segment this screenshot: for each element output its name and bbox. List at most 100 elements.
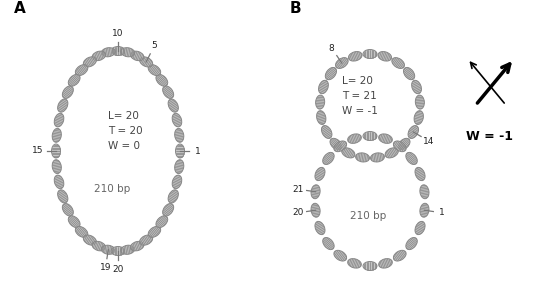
- Ellipse shape: [54, 175, 64, 189]
- Ellipse shape: [92, 241, 106, 251]
- Ellipse shape: [52, 160, 61, 174]
- Ellipse shape: [392, 57, 404, 68]
- Text: 1: 1: [439, 208, 445, 217]
- Ellipse shape: [101, 245, 115, 254]
- Ellipse shape: [420, 203, 429, 217]
- Ellipse shape: [348, 134, 361, 143]
- Ellipse shape: [363, 49, 377, 58]
- Text: L= 20
T = 21
W = -1: L= 20 T = 21 W = -1: [342, 76, 378, 116]
- Ellipse shape: [101, 48, 115, 57]
- Ellipse shape: [52, 129, 61, 142]
- Ellipse shape: [348, 51, 362, 61]
- Ellipse shape: [385, 148, 398, 158]
- Ellipse shape: [406, 237, 417, 250]
- Ellipse shape: [330, 138, 342, 150]
- Text: 20: 20: [292, 208, 303, 217]
- Ellipse shape: [363, 262, 377, 271]
- Ellipse shape: [414, 111, 424, 125]
- Text: 210 bp: 210 bp: [94, 184, 130, 194]
- Text: 21: 21: [292, 185, 303, 194]
- Ellipse shape: [316, 111, 326, 125]
- Ellipse shape: [370, 153, 384, 162]
- Ellipse shape: [168, 190, 178, 203]
- Ellipse shape: [393, 250, 406, 261]
- Ellipse shape: [406, 152, 417, 164]
- Ellipse shape: [323, 152, 334, 164]
- Ellipse shape: [356, 153, 370, 162]
- Text: 10: 10: [112, 29, 124, 38]
- Ellipse shape: [175, 160, 184, 174]
- Ellipse shape: [68, 74, 80, 86]
- Ellipse shape: [379, 259, 392, 268]
- Ellipse shape: [58, 99, 68, 112]
- Ellipse shape: [393, 141, 406, 152]
- Text: W = -1: W = -1: [466, 129, 514, 142]
- Ellipse shape: [156, 216, 168, 228]
- Ellipse shape: [175, 129, 184, 142]
- Ellipse shape: [172, 113, 182, 127]
- Ellipse shape: [63, 86, 73, 98]
- Text: 14: 14: [423, 136, 434, 145]
- Ellipse shape: [315, 221, 325, 235]
- Ellipse shape: [130, 51, 144, 61]
- Ellipse shape: [54, 113, 64, 127]
- Text: 1: 1: [195, 147, 201, 156]
- Ellipse shape: [311, 203, 320, 217]
- Ellipse shape: [363, 132, 377, 141]
- Ellipse shape: [163, 86, 174, 98]
- Ellipse shape: [121, 48, 135, 57]
- Ellipse shape: [416, 95, 424, 109]
- Ellipse shape: [92, 51, 106, 61]
- Ellipse shape: [321, 126, 332, 138]
- Ellipse shape: [415, 221, 425, 235]
- Ellipse shape: [415, 167, 425, 181]
- Ellipse shape: [311, 185, 320, 199]
- Ellipse shape: [335, 57, 348, 68]
- Ellipse shape: [334, 141, 347, 152]
- Ellipse shape: [148, 226, 161, 237]
- Ellipse shape: [156, 74, 168, 86]
- Ellipse shape: [130, 241, 144, 251]
- Ellipse shape: [168, 99, 178, 112]
- Ellipse shape: [172, 175, 182, 189]
- Ellipse shape: [319, 80, 328, 94]
- Ellipse shape: [315, 167, 325, 181]
- Ellipse shape: [176, 144, 184, 158]
- Text: B: B: [290, 1, 302, 16]
- Ellipse shape: [404, 67, 414, 80]
- Ellipse shape: [163, 203, 174, 216]
- Text: 210 bp: 210 bp: [350, 211, 386, 221]
- Ellipse shape: [75, 65, 88, 76]
- Ellipse shape: [326, 67, 336, 80]
- Ellipse shape: [84, 57, 96, 67]
- Ellipse shape: [111, 247, 125, 256]
- Text: A: A: [14, 1, 26, 16]
- Text: 15: 15: [32, 147, 44, 156]
- Ellipse shape: [111, 46, 125, 55]
- Ellipse shape: [121, 245, 135, 254]
- Ellipse shape: [412, 80, 421, 94]
- Ellipse shape: [68, 216, 80, 228]
- Text: 5: 5: [151, 41, 157, 50]
- Ellipse shape: [342, 148, 355, 158]
- Text: 20: 20: [112, 265, 123, 274]
- Ellipse shape: [140, 235, 153, 245]
- Ellipse shape: [378, 51, 391, 61]
- Ellipse shape: [398, 138, 410, 150]
- Ellipse shape: [323, 237, 334, 250]
- Text: L= 20
T = 20
W = 0: L= 20 T = 20 W = 0: [108, 111, 143, 151]
- Text: 19: 19: [100, 263, 111, 272]
- Ellipse shape: [75, 226, 88, 237]
- Ellipse shape: [84, 235, 96, 245]
- Ellipse shape: [63, 203, 73, 216]
- Ellipse shape: [140, 57, 153, 67]
- Ellipse shape: [348, 259, 361, 268]
- Ellipse shape: [58, 190, 68, 203]
- Ellipse shape: [316, 95, 324, 109]
- Ellipse shape: [148, 65, 161, 76]
- Ellipse shape: [408, 126, 419, 138]
- Text: 8: 8: [329, 44, 335, 53]
- Ellipse shape: [420, 185, 429, 199]
- Ellipse shape: [334, 250, 347, 261]
- Ellipse shape: [379, 134, 392, 143]
